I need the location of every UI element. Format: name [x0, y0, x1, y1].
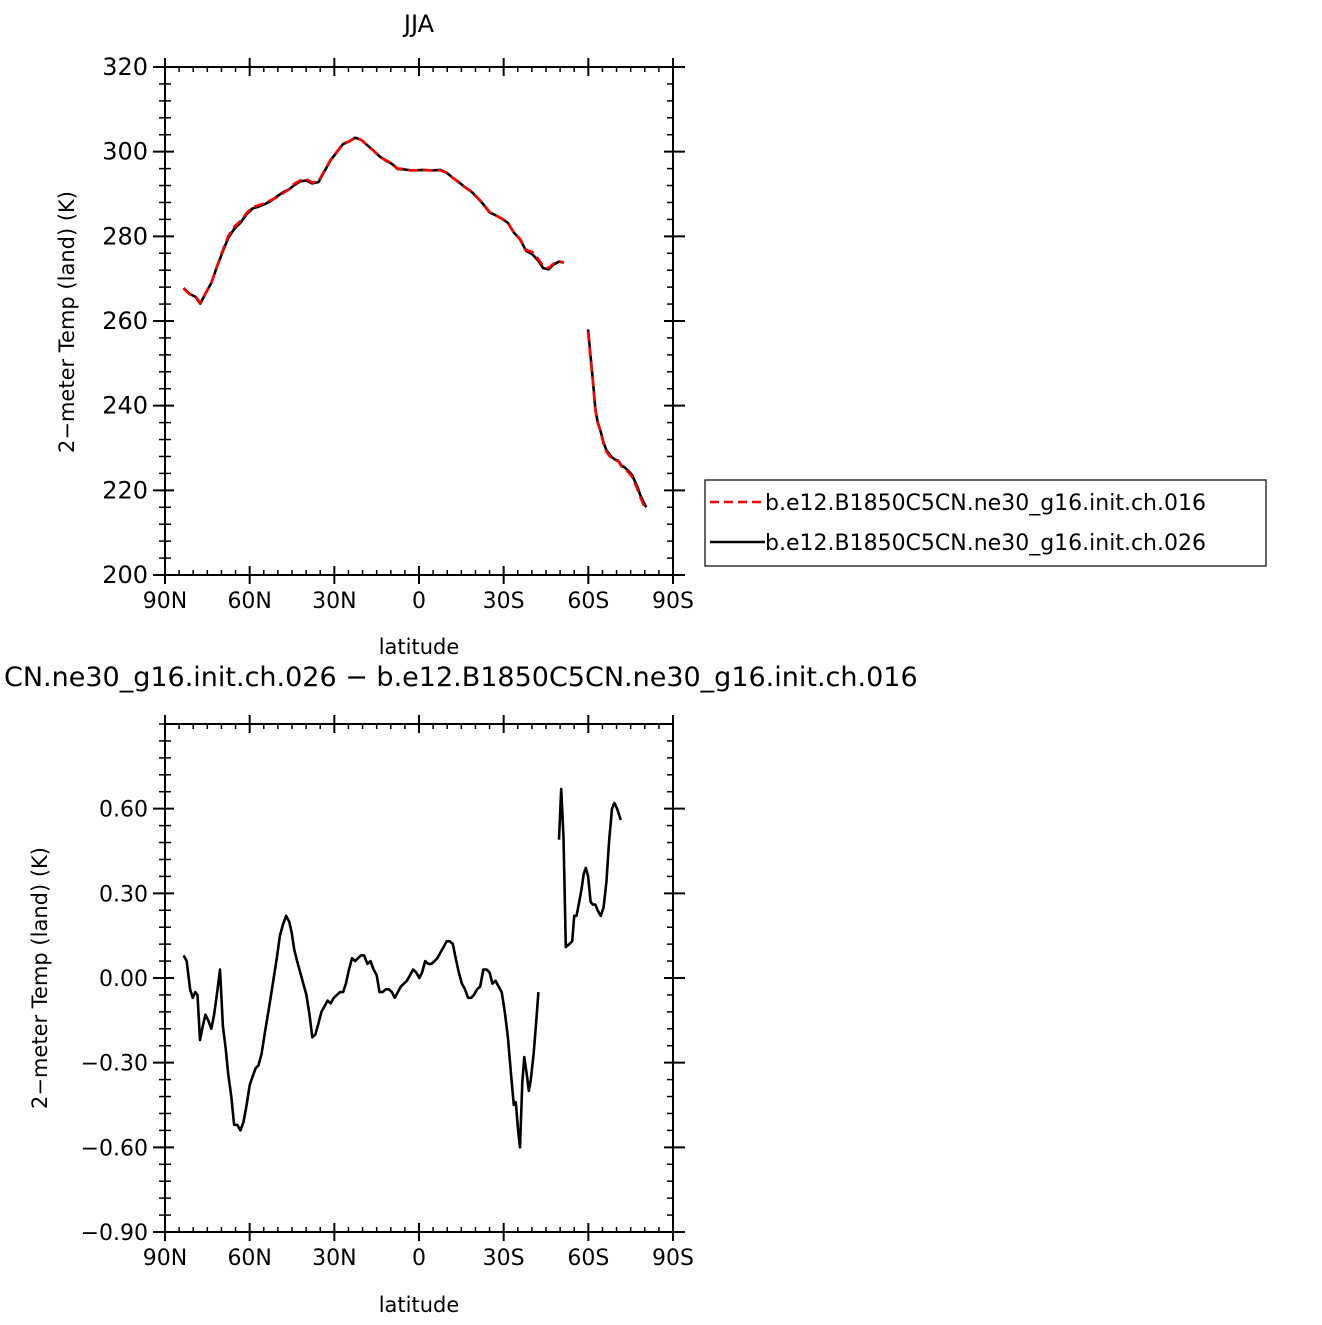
- bottom-x-tick-label: 90S: [652, 1246, 694, 1271]
- bottom-series-0-segment-0: [182, 914, 540, 1149]
- top-x-axis-label: latitude: [379, 635, 460, 659]
- top-x-tick-label: 90N: [143, 589, 187, 614]
- top-series-1-segment-1: [586, 329, 648, 508]
- bottom-plot-frame: [164, 723, 674, 1233]
- top-x-tick-label: 30S: [483, 589, 525, 614]
- bottom-y-tick-label: −0.30: [81, 1052, 148, 1077]
- top-x-tick-label: 30N: [312, 589, 356, 614]
- top-x-tick-label: 60S: [567, 589, 609, 614]
- legend-label-026: b.e12.B1850C5CN.ne30_g16.init.ch.026: [765, 531, 1206, 556]
- bottom-axis-ticks: 90N 60N 30N 0 30S 60S 90S −0.90 −0.60 −0.30 0.00 0.…: [81, 715, 694, 1271]
- top-y-tick-label: 200: [102, 561, 148, 589]
- top-series-1-segment-0: [182, 136, 565, 305]
- bottom-y-tick-label: −0.60: [81, 1136, 148, 1161]
- bottom-chart-title: CN.ne30_g16.init.ch.026 − b.e12.B1850C5C…: [4, 662, 918, 693]
- top-x-tick-label: 0: [412, 589, 426, 614]
- bottom-x-tick-label: 0: [412, 1246, 426, 1271]
- bottom-y-tick-label: 0.60: [99, 798, 148, 823]
- top-panel: JJA 2−meter Temp (land) (K) latitude 90N…: [55, 10, 694, 659]
- top-y-tick-label: 240: [102, 392, 148, 420]
- bottom-x-tick-label: 90N: [143, 1246, 187, 1271]
- top-series-0-segment-1: [586, 331, 648, 511]
- top-y-tick-label: 320: [102, 53, 148, 81]
- bottom-y-tick-label: −0.90: [81, 1221, 148, 1246]
- bottom-y-tick-label: 0.00: [99, 967, 148, 992]
- top-x-tick-label: 60N: [227, 589, 271, 614]
- bottom-series-lines: [182, 787, 623, 1149]
- top-y-axis-label: 2−meter Temp (land) (K): [55, 191, 79, 453]
- top-axis-ticks: 90N 60N 30N 0 30S 60S 90S 200 220 240 260 280 300 320: [102, 53, 694, 614]
- bottom-x-tick-label: 30N: [312, 1246, 356, 1271]
- top-y-tick-label: 280: [102, 222, 148, 250]
- bottom-x-tick-label: 60N: [227, 1246, 271, 1271]
- bottom-series-0-segment-1: [557, 787, 623, 949]
- top-chart-title: JJA: [402, 10, 435, 38]
- legend-label-016: b.e12.B1850C5CN.ne30_g16.init.ch.016: [765, 491, 1206, 516]
- top-y-tick-label: 260: [102, 307, 148, 335]
- bottom-x-tick-label: 60S: [567, 1246, 609, 1271]
- bottom-y-axis-label: 2−meter Temp (land) (K): [28, 847, 52, 1109]
- top-series-0-segment-0: [182, 136, 565, 305]
- top-y-tick-label: 220: [102, 476, 148, 504]
- bottom-x-tick-label: 30S: [483, 1246, 525, 1271]
- top-x-tick-label: 90S: [652, 589, 694, 614]
- top-series-lines: [182, 136, 648, 511]
- legend: b.e12.B1850C5CN.ne30_g16.init.ch.016 b.e…: [704, 479, 1267, 567]
- legend-box: [704, 479, 1267, 567]
- top-y-tick-label: 300: [102, 138, 148, 166]
- bottom-panel: CN.ne30_g16.init.ch.026 − b.e12.B1850C5C…: [4, 662, 918, 1317]
- top-plot-frame: [164, 66, 674, 576]
- bottom-y-tick-label: 0.30: [99, 882, 148, 907]
- bottom-x-axis-label: latitude: [379, 1293, 460, 1317]
